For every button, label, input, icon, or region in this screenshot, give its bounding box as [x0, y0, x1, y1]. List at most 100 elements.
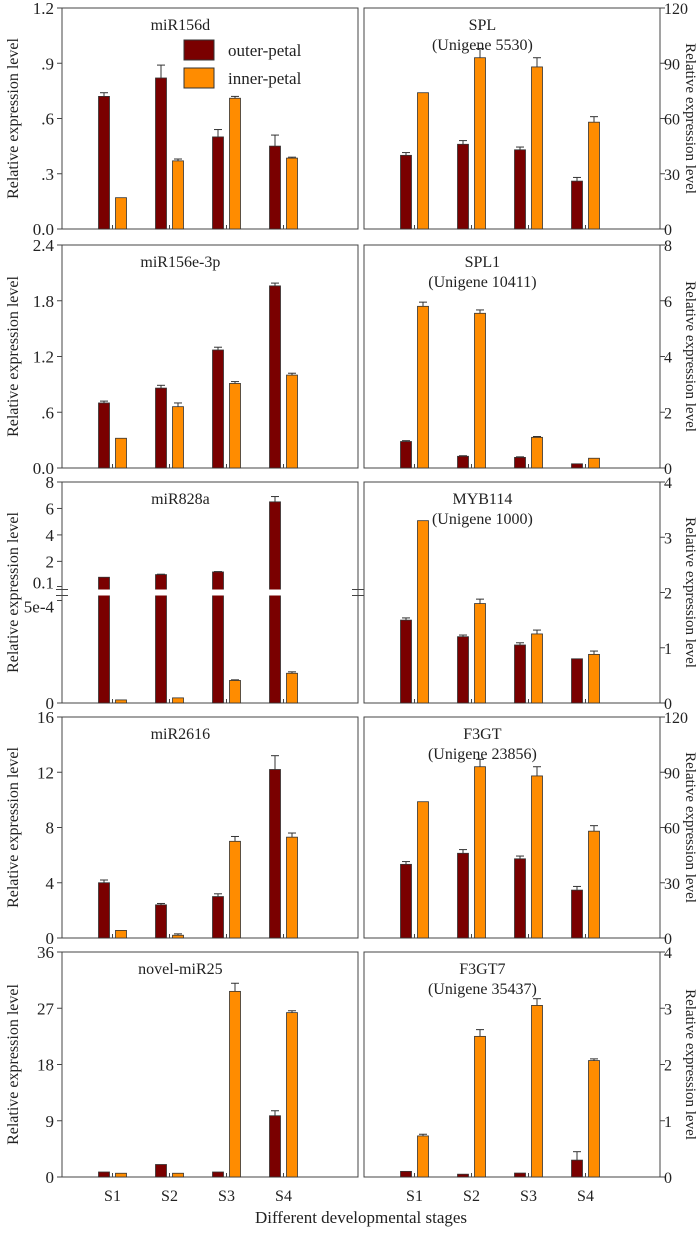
panel-frame [61, 481, 359, 704]
y-tick-label: 0 [664, 222, 672, 239]
outer-petal-bar-S3 [514, 149, 526, 230]
y-tick-label: 2 [664, 1058, 672, 1075]
inner-petal-bar-S4 [588, 457, 600, 469]
outer-petal-bar-S1 [400, 619, 412, 704]
outer-petal-bar-S1 [400, 1170, 412, 1178]
inner-petal-bar-S4 [286, 374, 298, 469]
y-axis-label: Relative expression level [5, 276, 22, 437]
y-tick-label: 30 [664, 167, 680, 184]
outer-petal-bar-S4 [269, 1115, 281, 1178]
outer-petal-bar-S1 [400, 441, 412, 469]
y-tick-label: 4 [664, 475, 672, 492]
y-tick-label: 8 [664, 238, 672, 255]
inner-petal-bar-S2 [172, 697, 184, 704]
y-axis-label: Relative expression level [682, 43, 697, 194]
inner-petal-bar-S1 [115, 1172, 127, 1178]
y-tick-label: .3 [41, 165, 54, 184]
panel-title: F3GT7 [459, 961, 505, 978]
y-tick-label: 2 [46, 552, 55, 571]
inner-petal-bar-S4 [286, 672, 298, 704]
outer-petal-bar-S4 [571, 1159, 583, 1178]
outer-petal-bar-S4 [269, 769, 281, 939]
outer-petal-bar-S1 [98, 402, 110, 469]
outer-petal-bar-S4 [269, 501, 281, 704]
inner-petal-bar-S2 [474, 57, 486, 230]
y-tick-label: 0 [46, 1168, 55, 1187]
y-tick-label: 0.1 [33, 574, 54, 593]
outer-petal-bar-S4 [571, 889, 583, 939]
y-tick-label: 0 [46, 929, 55, 948]
y-tick-label: 3 [664, 530, 672, 547]
panel-title: SPL1 [465, 254, 501, 271]
bar-break-gap [97, 589, 111, 596]
inner-petal-bar-S4 [588, 1060, 600, 1178]
outer-petal-bar-S3 [212, 136, 224, 230]
legend-label-outer: outer-petal [228, 41, 302, 60]
y-axis-label: Relative expression level [682, 989, 697, 1140]
inner-petal-bar-S2 [172, 934, 184, 939]
y-tick-label: 8 [46, 819, 55, 838]
inner-petal-bar-S1 [417, 520, 429, 704]
inner-petal-bar-S4 [588, 653, 600, 704]
panel-title: miR156e-3p [140, 254, 220, 271]
y-tick-label: 0 [664, 931, 672, 948]
panel-title: miR828a [151, 491, 210, 508]
y-tick-label: 9 [46, 1112, 55, 1131]
y-tick-label: 120 [664, 710, 688, 727]
outer-petal-bar-S4 [571, 658, 583, 704]
inner-petal-bar-S3 [531, 436, 543, 469]
y-axis-label: Relative expression level [5, 747, 22, 908]
outer-petal-bar-S1 [98, 1171, 110, 1178]
inner-petal-bar-S3 [229, 680, 241, 704]
inner-petal-bar-S2 [172, 1172, 184, 1178]
y-tick-label: 60 [664, 112, 680, 129]
outer-petal-bar-S3 [514, 1172, 526, 1178]
inner-petal-bar-S1 [417, 305, 429, 469]
inner-petal-bar-S2 [474, 1035, 486, 1178]
inner-petal-bar-S3 [531, 66, 543, 230]
outer-petal-bar-S1 [400, 154, 412, 230]
y-tick-label: 16 [37, 708, 54, 727]
inner-petal-bar-S1 [417, 1135, 429, 1178]
y-tick-label: 0 [46, 694, 55, 713]
y-tick-label: 2 [664, 586, 672, 603]
x-tick-label: S1 [406, 1188, 423, 1205]
y-tick-label: 0.0 [33, 459, 54, 478]
inner-petal-bar-S4 [588, 121, 600, 230]
y-tick-label: 1 [664, 1114, 672, 1131]
outer-petal-bar-S2 [457, 636, 469, 704]
y-tick-label: 0.0 [33, 220, 54, 239]
inner-petal-bar-S4 [286, 836, 298, 939]
y-tick-label: 2.4 [33, 236, 55, 255]
outer-petal-bar-S2 [457, 1173, 469, 1178]
y-axis-label: Relative expression level [5, 984, 22, 1145]
inner-petal-bar-S2 [172, 160, 184, 230]
inner-petal-bar-S1 [417, 92, 429, 230]
inner-petal-bar-S3 [229, 97, 241, 230]
y-tick-label: 5e-4 [24, 598, 55, 617]
panel-frame [61, 951, 359, 1178]
inner-petal-bar-S4 [588, 830, 600, 939]
inner-petal-bar-S2 [172, 406, 184, 469]
y-tick-label: 12 [37, 763, 54, 782]
inner-petal-bar-S3 [229, 840, 241, 939]
inner-petal-bar-S3 [531, 1005, 543, 1178]
inner-petal-bar-S2 [474, 766, 486, 939]
x-tick-label: S3 [520, 1188, 537, 1205]
bar-break-gap [268, 589, 282, 596]
y-tick-label: 4 [664, 350, 672, 367]
panel-title: F3GT [463, 726, 501, 743]
inner-petal-bar-S3 [531, 775, 543, 939]
y-tick-label: 0 [664, 461, 672, 478]
y-tick-label: 1.8 [33, 292, 54, 311]
inner-petal-bar-S1 [115, 197, 127, 230]
y-axis-label: Relative expression level [682, 517, 697, 668]
outer-petal-bar-S3 [212, 1171, 224, 1178]
x-tick-label: S2 [161, 1188, 178, 1205]
y-tick-label: .6 [41, 403, 54, 422]
outer-petal-bar-S1 [98, 96, 110, 230]
outer-petal-bar-S3 [212, 349, 224, 469]
y-tick-label: 1.2 [33, 0, 54, 18]
